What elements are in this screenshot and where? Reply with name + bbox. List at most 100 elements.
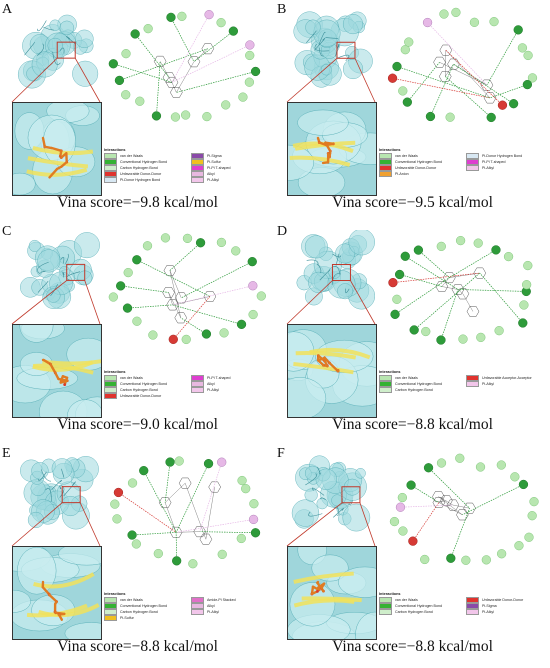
legend-title: Interactions (379, 148, 401, 152)
legend-label: Carbon Hydrogen Bond (120, 388, 158, 392)
legend-swatch (379, 387, 392, 393)
legend-swatch (104, 609, 117, 615)
residue-node (142, 241, 153, 251)
residue-node (406, 480, 416, 490)
residue-node (110, 499, 120, 509)
residue-node (127, 530, 137, 540)
pocket-zoom-view (12, 102, 102, 196)
legend-label: Conventional Hydrogen Bond (395, 160, 442, 164)
residue-node (392, 61, 402, 72)
legend-item: Conventional Hydrogen Bond (379, 381, 460, 387)
interaction-2d-diagram (388, 235, 533, 345)
residue-node (455, 453, 465, 463)
residue-node (524, 532, 534, 542)
residue-node (172, 556, 182, 566)
legend-item: Unfavorable Donor-Donor (466, 597, 547, 603)
residue-node (121, 90, 131, 100)
legend-item: Pi-Sigma (466, 603, 547, 609)
legend-label: Conventional Hydrogen Bond (120, 160, 167, 164)
ligand-molecule (41, 580, 66, 621)
legend-item: Alkyl (191, 171, 272, 177)
protein-structure (293, 11, 373, 88)
legend-swatch (466, 159, 479, 165)
ligand-molecule (316, 354, 340, 373)
residue-node (228, 26, 239, 36)
legend-swatch (191, 387, 204, 393)
residue-node (241, 483, 251, 494)
residue-node (112, 514, 122, 524)
residue-node (475, 462, 486, 472)
panel-letter: F (277, 446, 285, 461)
panel-e: E Interactions van der Waals Conventional H… (0, 444, 275, 666)
residue-node (409, 325, 419, 335)
residue-node (527, 511, 537, 521)
legend-label: Pi-Pi T-shaped (207, 376, 231, 380)
interaction-2d-diagram (108, 9, 261, 122)
residue-node (108, 292, 118, 302)
panel-c: C Interactions van der Waals Conventional H… (0, 222, 275, 444)
legend-label: Alkyl (207, 172, 215, 176)
residue-node (188, 559, 198, 569)
residue-node (420, 554, 430, 565)
legend-item: Carbon Hydrogen Bond (379, 387, 460, 393)
legend-swatch (466, 381, 479, 387)
interaction-legend: Interactions van der Waals Conventional Hy… (379, 592, 547, 636)
legend-label: Conventional Hydrogen Bond (120, 604, 167, 608)
residue-node (514, 541, 524, 551)
ligand-molecule (316, 136, 335, 165)
residue-node (400, 251, 410, 261)
residue-node (245, 40, 255, 50)
residue-node (217, 457, 227, 467)
legend-label: Amide-Pi Stacked (207, 598, 236, 602)
residue-node (216, 237, 227, 248)
pocket-zoom-view (12, 546, 102, 640)
vina-score-caption: Vina score=−8.8 kcal/mol (332, 638, 493, 655)
residue-node (204, 9, 214, 20)
residue-node (489, 16, 499, 27)
legend-swatch (379, 159, 392, 165)
binding-pocket-box (341, 486, 361, 504)
residue-node (221, 100, 231, 110)
residue-node (513, 25, 523, 35)
ligand-molecule (310, 580, 326, 596)
residue-node (244, 77, 255, 87)
panel-letter: C (2, 224, 12, 239)
ligand-molecule (41, 136, 69, 179)
residue-node (174, 456, 184, 466)
legend-swatch (466, 597, 479, 603)
legend-item: Unfavorable Donor-Donor (379, 165, 460, 171)
residue-node (148, 330, 158, 340)
pocket-zoom-view (12, 324, 102, 418)
residue-node (123, 267, 133, 278)
residue-node (522, 79, 533, 90)
residue-node (496, 549, 507, 559)
residue-node (181, 334, 191, 345)
binding-pocket-box (336, 41, 356, 59)
legend-swatch (104, 387, 117, 393)
residue-node (151, 111, 162, 121)
legend-label: van der Waals (395, 376, 418, 380)
legend-swatch (104, 597, 117, 603)
interaction-2d-diagram (110, 456, 261, 569)
legend-title: Interactions (379, 370, 401, 374)
legend-swatch (379, 375, 392, 381)
panel-letter: D (277, 224, 288, 239)
residue-node (248, 281, 258, 291)
protein-structure (296, 230, 375, 310)
legend-item: Conventional Hydrogen Bond (104, 159, 185, 165)
legend-label: Pi-Alkyl (482, 166, 494, 170)
legend-swatch (104, 615, 117, 621)
legend-swatch (104, 375, 117, 381)
legend-swatch (104, 159, 117, 165)
legend-swatch (466, 375, 479, 381)
legend-item: Pi-Alkyl (191, 387, 272, 393)
residue-node (476, 332, 486, 343)
residue-node (216, 17, 226, 28)
legend-label: Pi-Pi T-shaped (482, 160, 506, 164)
residue-node (195, 238, 206, 248)
residue-node (245, 50, 255, 61)
residue-node (510, 472, 520, 482)
residue-node (446, 553, 456, 563)
legend-label: van der Waals (120, 154, 143, 158)
residue-node (523, 260, 533, 271)
